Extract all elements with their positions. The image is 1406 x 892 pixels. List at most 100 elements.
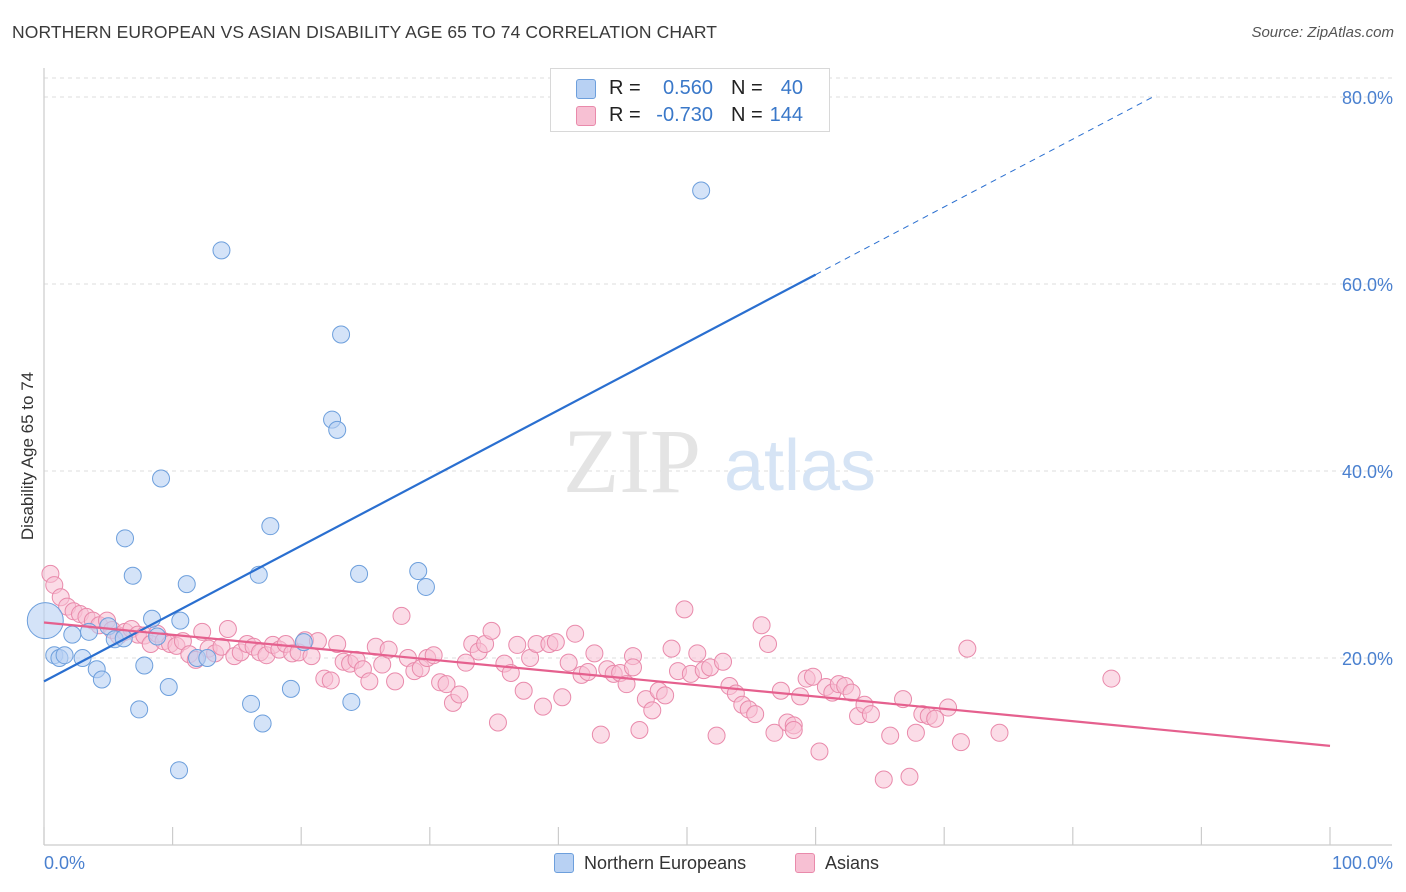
- data-point-northern-europeans: [409, 562, 428, 581]
- data-point-northern-europeans: [328, 420, 347, 439]
- legend-n-label: N =: [731, 104, 763, 126]
- data-point-asians: [514, 681, 533, 700]
- data-point-northern-europeans: [212, 241, 231, 260]
- trend-lines: [43, 94, 1331, 747]
- data-point-asians: [990, 723, 1009, 742]
- data-point-northern-europeans: [242, 694, 261, 713]
- legend-n-label: N =: [731, 77, 763, 99]
- data-point-asians: [894, 690, 913, 709]
- data-point-northern-europeans: [63, 625, 82, 644]
- legend-label: Asians: [825, 853, 880, 873]
- data-point-asians: [926, 709, 945, 728]
- data-point-northern-europeans: [416, 577, 435, 596]
- y-axis-label: Disability Age 65 to 74: [18, 371, 37, 541]
- data-point-asians: [765, 723, 784, 742]
- data-point-asians: [759, 634, 778, 653]
- data-point-northern-europeans: [261, 517, 280, 536]
- data-point-asians: [804, 667, 823, 686]
- data-point-northern-europeans: [253, 714, 272, 733]
- watermark-atlas: atlas: [724, 426, 876, 506]
- data-point-asians: [861, 705, 880, 724]
- y-tick-label: 40.0%: [1342, 462, 1393, 482]
- legend-swatch-pink: [576, 106, 596, 126]
- legend-swatch-pink: [795, 853, 815, 873]
- data-point-asians: [450, 685, 469, 704]
- data-point-northern-europeans: [152, 469, 171, 488]
- data-point-asians: [553, 688, 572, 707]
- legend-n-value: 144: [769, 104, 803, 126]
- data-point-asians: [360, 672, 379, 691]
- legend-row-northern-europeans: R = 0.560 N = 40: [551, 74, 829, 101]
- data-point-asians: [771, 681, 790, 700]
- y-tick-label: 60.0%: [1342, 275, 1393, 295]
- legend-swatch-blue: [554, 853, 574, 873]
- trend-line-extension-northern-europeans: [815, 94, 1157, 276]
- data-point-asians: [688, 644, 707, 663]
- axis-layer: [43, 68, 1392, 846]
- watermark-zip: ZIP: [563, 410, 701, 512]
- grid-layer: [44, 77, 1392, 659]
- data-point-asians: [482, 621, 501, 640]
- asians-points: [41, 564, 1121, 789]
- data-point-asians: [746, 705, 765, 724]
- data-point-northern-europeans: [342, 692, 361, 711]
- y-tick-label: 20.0%: [1342, 649, 1393, 669]
- data-point-asians: [392, 606, 411, 625]
- data-point-asians: [578, 663, 597, 682]
- data-point-northern-europeans: [123, 566, 142, 585]
- data-point-asians: [533, 697, 552, 716]
- data-point-northern-europeans: [350, 564, 369, 583]
- trend-line-asians: [43, 621, 1331, 747]
- data-point-asians: [212, 637, 231, 656]
- data-point-northern-europeans: [198, 649, 217, 667]
- legend-r-label: R =: [609, 77, 641, 99]
- legend-label: Northern Europeans: [584, 853, 747, 873]
- data-point-northern-europeans: [130, 700, 149, 719]
- data-point-asians: [951, 733, 970, 752]
- chart-source: Source: ZipAtlas.com: [1251, 24, 1394, 41]
- legend-r-label: R =: [609, 104, 641, 126]
- data-point-asians: [193, 622, 212, 641]
- data-point-asians: [958, 639, 977, 658]
- data-point-asians: [1102, 669, 1121, 688]
- data-point-northern-europeans: [281, 679, 300, 698]
- data-point-asians: [218, 620, 237, 639]
- data-point-northern-europeans: [171, 611, 190, 630]
- tick-labels: 20.0% 40.0% 60.0% 80.0% 0.0% 100.0%: [44, 88, 1393, 873]
- data-point-asians: [675, 600, 694, 619]
- data-point-asians: [437, 675, 456, 694]
- data-point-northern-europeans: [135, 656, 154, 675]
- data-point-northern-europeans: [170, 761, 189, 780]
- chart-title: NORTHERN EUROPEAN VS ASIAN DISABILITY AG…: [12, 22, 718, 42]
- data-point-asians: [379, 640, 398, 659]
- data-point-northern-europeans: [55, 646, 74, 665]
- data-point-asians: [810, 742, 829, 761]
- data-point-asians: [508, 635, 527, 654]
- y-tick-label: 80.0%: [1342, 88, 1393, 108]
- data-point-asians: [752, 616, 771, 635]
- data-point-asians: [566, 624, 585, 643]
- legend-r-value: -0.730: [656, 104, 713, 126]
- data-point-northern-europeans: [159, 677, 178, 696]
- data-point-northern-europeans: [116, 529, 135, 548]
- data-point-northern-europeans: [148, 627, 167, 646]
- data-point-asians: [546, 633, 565, 652]
- data-point-asians: [662, 639, 681, 658]
- legend-swatch-blue: [576, 79, 596, 99]
- data-point-northern-europeans: [26, 602, 64, 640]
- data-point-asians: [906, 723, 925, 742]
- data-point-asians: [488, 713, 507, 732]
- data-point-asians: [373, 655, 392, 674]
- correlation-legend: R = 0.560 N = 40 R = -0.730 N = 144: [550, 68, 830, 132]
- data-point-asians: [900, 767, 919, 786]
- legend-n-value: 40: [780, 77, 803, 99]
- trend-line-northern-europeans: [43, 273, 817, 683]
- data-point-asians: [617, 675, 636, 694]
- data-point-northern-europeans: [92, 670, 111, 689]
- legend-row-asians: R = -0.730 N = 144: [551, 101, 829, 128]
- data-point-asians: [591, 725, 610, 744]
- x-tick-label-min: 0.0%: [44, 853, 85, 873]
- data-point-asians: [656, 686, 675, 705]
- data-point-asians: [707, 726, 726, 745]
